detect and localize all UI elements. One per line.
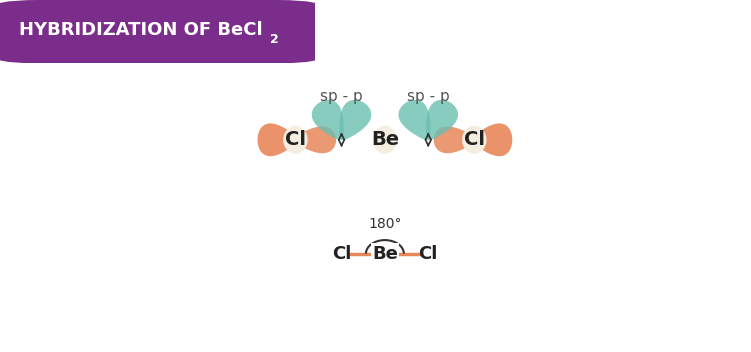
- Text: Cl: Cl: [285, 130, 306, 149]
- Polygon shape: [399, 100, 430, 140]
- Text: 2: 2: [270, 33, 279, 46]
- Text: Be: Be: [371, 130, 399, 149]
- Polygon shape: [472, 124, 512, 156]
- Text: Cl: Cl: [332, 245, 351, 263]
- Text: sp - p: sp - p: [320, 89, 363, 104]
- Text: sp - p: sp - p: [407, 89, 450, 104]
- FancyBboxPatch shape: [0, 0, 325, 63]
- Text: Be: Be: [372, 245, 398, 263]
- Polygon shape: [339, 100, 371, 140]
- Polygon shape: [426, 100, 458, 140]
- Text: 180°: 180°: [368, 216, 402, 231]
- Text: Cl: Cl: [464, 130, 485, 149]
- Ellipse shape: [372, 126, 397, 154]
- Ellipse shape: [462, 126, 487, 154]
- Polygon shape: [293, 126, 336, 153]
- Polygon shape: [312, 100, 344, 140]
- Text: Cl: Cl: [418, 245, 438, 263]
- Polygon shape: [433, 126, 477, 153]
- Polygon shape: [258, 124, 298, 156]
- Ellipse shape: [283, 126, 308, 154]
- Text: HYBRIDIZATION OF BeCl: HYBRIDIZATION OF BeCl: [19, 21, 263, 39]
